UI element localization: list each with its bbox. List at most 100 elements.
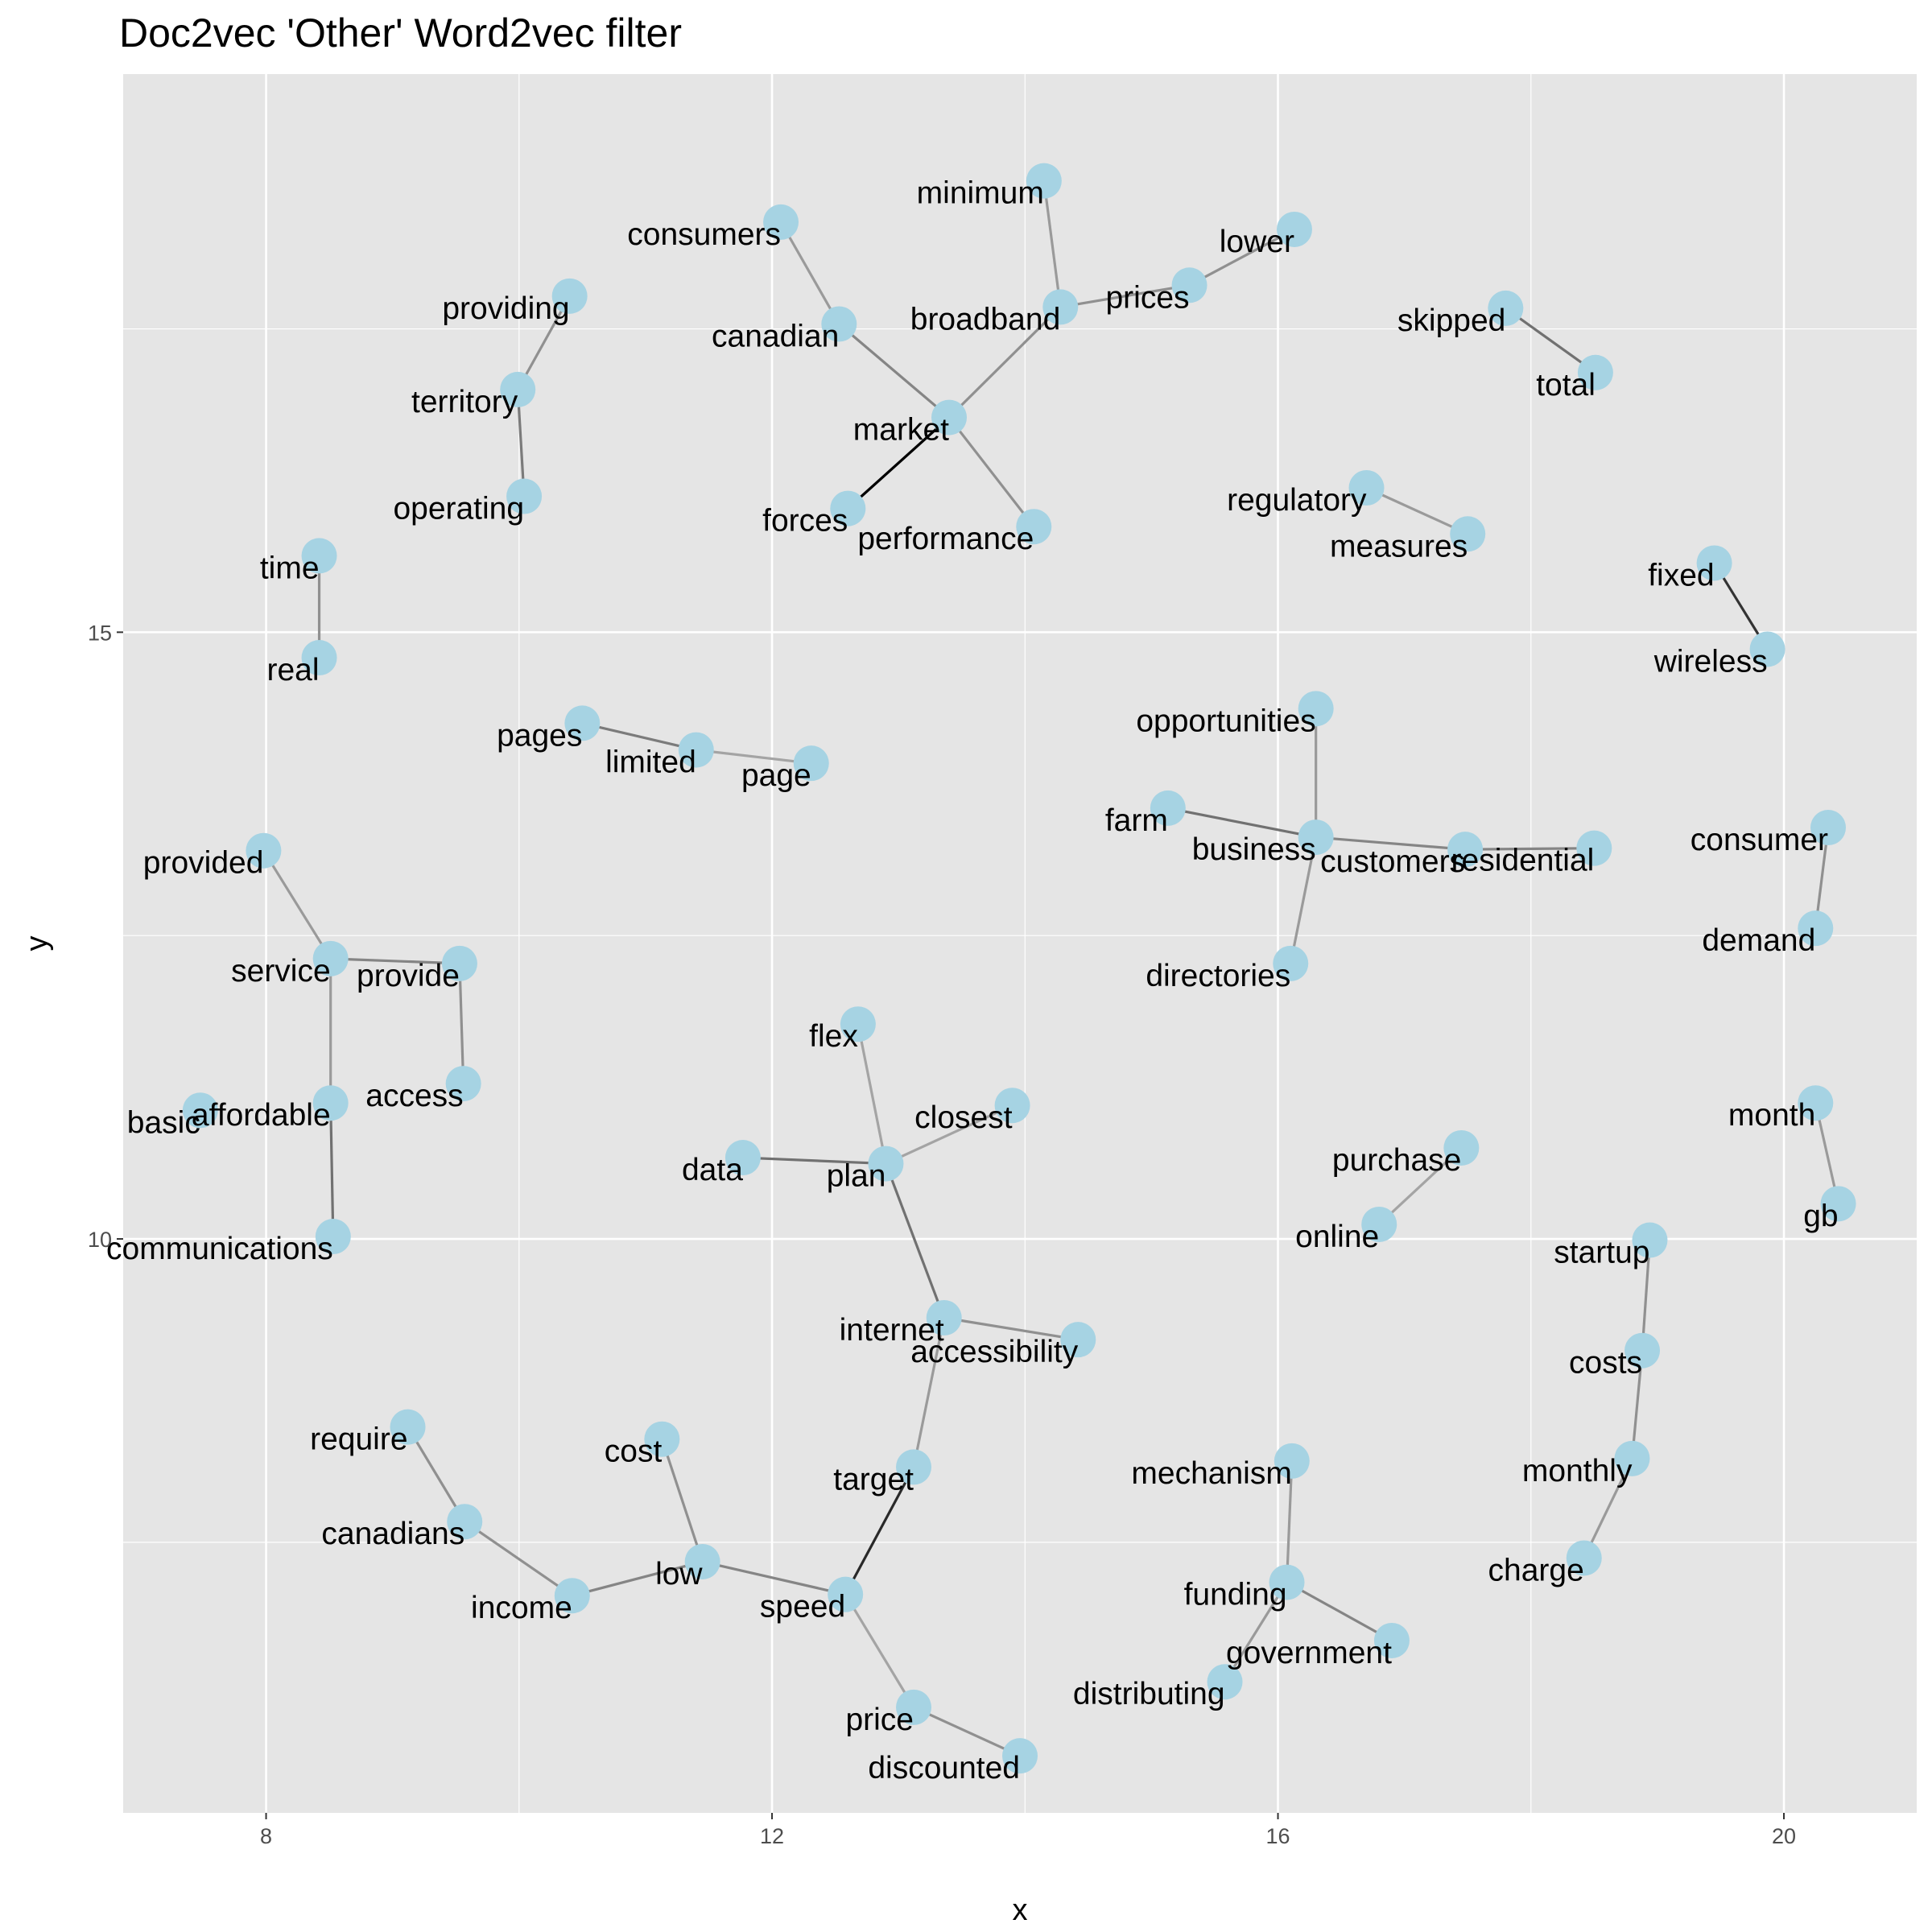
node-label-costs: costs [1569,1346,1642,1381]
node-label-affordable: affordable [192,1098,331,1133]
chart-title: Doc2vec 'Other' Word2vec filter [119,10,682,56]
edge-low-cost [660,1439,704,1563]
edge-price-discounted [913,1706,1021,1757]
node-operating [506,478,543,514]
node-label-minimum: minimum [917,176,1044,211]
node-label-pages: pages [497,718,582,753]
x-tick-label: 12 [760,1824,784,1848]
node-label-forces: forces [762,504,848,539]
edge-income-low [572,1560,704,1597]
node-label-startup: startup [1554,1236,1649,1270]
node-real [301,640,337,676]
node-label-directories: directories [1146,959,1290,993]
node-label-price: price [845,1703,914,1737]
node-opportunities [1298,691,1334,727]
node-internet [926,1300,962,1336]
edge-limited-page [696,748,811,765]
node-label-require: require [310,1422,407,1457]
edge-monthly-charge [1583,1458,1633,1559]
node-time [301,538,337,574]
node-label-provided: provided [143,846,264,881]
node-label-broadband: broadband [910,302,1061,336]
node-canadian [821,306,857,342]
node-communications [315,1219,351,1255]
node-income [554,1578,590,1614]
node-market [931,399,968,436]
node-broadband [1042,289,1079,325]
node-label-provide: provide [357,959,460,993]
node-label-providing: providing [442,291,569,326]
node-performance [1016,509,1052,545]
edge-mechanism-funding [1285,1460,1294,1583]
node-online [1361,1206,1397,1242]
node-page [793,745,829,782]
node-minimum [1026,163,1062,199]
node-customers [1447,832,1484,868]
node-label-government: government [1226,1636,1392,1670]
edge-canadians-income [464,1520,573,1597]
edge-provide-access [458,963,465,1084]
node-label-accessibility: accessibility [910,1335,1079,1369]
edge-market-broadband [947,306,1062,419]
edge-funding-government [1286,1581,1393,1642]
node-label-online: online [1295,1220,1379,1254]
edge-internet-target [912,1317,946,1468]
grid-lines [123,74,1917,1813]
node-label-income: income [471,1591,572,1625]
axes: 8 12 16 20 10 15 [88,621,1796,1848]
edge-service-provide [330,957,460,965]
node-label-consumers: consumers [627,217,781,252]
x-tick-label: 8 [260,1824,272,1848]
node-label-market: market [853,413,949,448]
node-skipped [1488,290,1524,326]
node-label-total: total [1536,368,1596,402]
node-pages [564,705,601,741]
node-label-customers: customers [1320,844,1465,879]
node-label-flex: flex [809,1019,858,1054]
edge-speed-price [844,1593,915,1708]
edge-broadband-prices [1060,283,1190,308]
node-monthly [1614,1440,1650,1476]
node-label-wireless: wireless [1653,644,1768,679]
node-limited [678,732,714,768]
node-label-month: month [1728,1098,1815,1133]
node-label-target: target [833,1462,914,1496]
y-axis-title: y [20,936,54,952]
edge-prices-lower [1188,228,1295,287]
node-label-consumer: consumer [1690,823,1828,857]
node-closest [994,1088,1030,1124]
plot-panel [123,74,1917,1813]
edge-closest-plan [885,1104,1013,1166]
node-label-demand: demand [1702,923,1815,958]
x-tick-label: 16 [1266,1824,1290,1848]
node-forces [830,490,866,526]
edge-market-performance [947,416,1035,528]
node-access [445,1066,481,1102]
edge-internet-accessibility [943,1316,1079,1341]
node-label-real: real [266,653,319,687]
node-label-access: access [365,1079,463,1113]
edge-market-forces [847,416,951,510]
x-tick-label: 20 [1772,1824,1796,1848]
node-provided [246,832,282,869]
node-farm [1150,790,1186,826]
node-label-mechanism: mechanism [1131,1456,1291,1491]
edge-pages-limited [581,721,697,752]
edge-low-speed [702,1560,846,1596]
node-service [312,940,349,976]
node-lower [1276,211,1312,247]
node-label-cost: cost [605,1435,663,1469]
y-tick-label: 10 [88,1228,112,1252]
node-label-speed: speed [760,1590,845,1624]
edge-skipped-total [1505,307,1596,374]
node-provide [441,945,477,981]
edge-affordable-communications [329,1103,335,1237]
node-label-territory: territory [411,385,518,419]
edge-data-plan [742,1156,886,1166]
edge-flex-plan [857,1023,888,1164]
x-axis-title: x [1013,1893,1028,1927]
node-label-measures: measures [1330,529,1468,564]
node-territory [500,371,536,407]
node-month [1798,1085,1834,1121]
